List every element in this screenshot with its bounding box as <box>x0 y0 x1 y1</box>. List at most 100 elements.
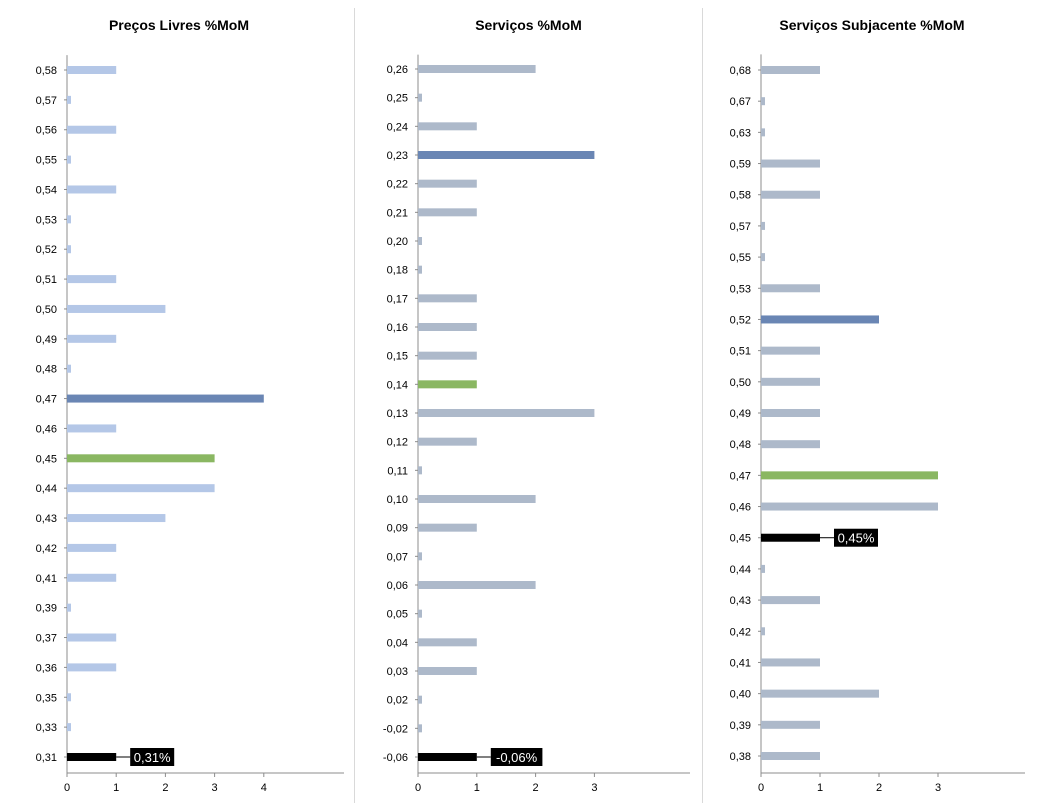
bar <box>418 581 536 589</box>
y-tick-label: 0,35 <box>36 692 57 704</box>
bar <box>418 638 477 647</box>
y-tick-label: 0,56 <box>36 125 57 137</box>
y-tick-label: 0,63 <box>730 127 751 139</box>
bar <box>67 125 117 134</box>
bar <box>418 237 422 245</box>
chart-title: Serviços Subjacente %MoM <box>779 17 964 33</box>
y-tick-label: 0,12 <box>387 437 408 449</box>
y-tick-label: 0,41 <box>730 657 751 669</box>
y-tick-label: 0,55 <box>36 155 57 167</box>
bar <box>761 315 879 324</box>
bar <box>67 514 166 523</box>
y-tick-label: -0,02 <box>383 723 408 735</box>
bar <box>761 159 820 168</box>
y-tick-label: 0,68 <box>730 65 751 77</box>
y-tick-label: 0,46 <box>36 423 57 435</box>
y-tick-label: 0,38 <box>730 751 751 763</box>
y-tick-label: 0,20 <box>387 236 408 248</box>
bar <box>67 304 166 313</box>
bar <box>761 409 820 417</box>
x-tick-label: 4 <box>261 782 267 794</box>
y-tick-label: 0,45 <box>36 453 57 465</box>
bar <box>67 543 117 552</box>
bar <box>761 346 820 355</box>
bar <box>67 603 71 612</box>
bar <box>761 97 765 106</box>
y-tick-label: 0,42 <box>730 626 751 638</box>
bar <box>761 533 820 542</box>
y-tick-label: 0,36 <box>36 662 57 674</box>
y-tick-label: 0,10 <box>387 494 408 506</box>
bar <box>418 151 595 159</box>
bar <box>418 93 422 102</box>
y-tick-label: 0,39 <box>730 720 751 732</box>
bar <box>67 245 71 254</box>
bar <box>418 122 477 131</box>
annotation-label: -0,06% <box>496 750 538 765</box>
bar <box>67 334 117 343</box>
bar <box>761 752 820 760</box>
bar <box>761 502 938 511</box>
bar <box>761 564 765 573</box>
bar <box>418 65 536 73</box>
bar <box>418 208 477 217</box>
y-tick-label: 0,21 <box>387 207 408 219</box>
bar <box>761 471 938 480</box>
y-tick-label: 0,59 <box>730 159 751 171</box>
y-tick-label: 0,57 <box>730 221 751 233</box>
annotation-label: 0,31% <box>134 750 171 765</box>
y-tick-label: 0,67 <box>730 96 751 108</box>
x-tick-label: 2 <box>533 782 539 794</box>
y-tick-label: 0,09 <box>387 523 408 535</box>
bar <box>67 275 117 284</box>
bar <box>418 323 477 331</box>
bar <box>67 454 215 463</box>
y-tick-label: 0,03 <box>387 666 408 678</box>
y-tick-label: 0,43 <box>730 595 751 607</box>
bar <box>418 294 477 303</box>
bar <box>418 724 422 733</box>
annotation-box <box>834 528 878 547</box>
bar <box>761 190 820 199</box>
bar <box>418 437 477 446</box>
y-tick-label: 0,42 <box>36 543 57 555</box>
x-tick-label: 0 <box>415 782 421 794</box>
bar <box>67 693 71 702</box>
bar <box>418 523 477 532</box>
x-tick-label: 1 <box>817 782 823 794</box>
bar <box>67 633 117 642</box>
panel-divider <box>354 8 355 803</box>
y-tick-label: 0,58 <box>36 65 57 77</box>
y-tick-label: 0,48 <box>730 439 751 451</box>
y-tick-label: 0,02 <box>387 695 408 707</box>
y-tick-label: 0,13 <box>387 408 408 420</box>
y-tick-label: 0,24 <box>387 121 408 133</box>
y-tick-label: 0,48 <box>36 364 57 376</box>
y-tick-label: 0,15 <box>387 351 408 363</box>
y-tick-label: 0,50 <box>36 304 57 316</box>
y-tick-label: 0,07 <box>387 551 408 563</box>
bar <box>761 221 765 230</box>
y-tick-label: 0,05 <box>387 609 408 621</box>
y-tick-label: 0,14 <box>387 379 408 391</box>
chart-title: Preços Livres %MoM <box>109 17 249 33</box>
y-tick-label: 0,33 <box>36 722 57 734</box>
bar <box>67 484 215 493</box>
y-tick-label: 0,45 <box>730 533 751 545</box>
x-tick-label: 1 <box>113 782 119 794</box>
y-tick-label: 0,51 <box>36 274 57 286</box>
x-tick-label: 3 <box>935 782 941 794</box>
bar <box>761 689 879 698</box>
y-tick-label: 0,04 <box>387 637 408 649</box>
bar <box>67 753 117 761</box>
y-tick-label: 0,39 <box>36 603 57 615</box>
y-tick-label: 0,52 <box>730 314 751 326</box>
bar <box>418 351 477 360</box>
x-tick-label: 0 <box>64 782 70 794</box>
y-tick-label: 0,53 <box>36 214 57 226</box>
x-tick-label: 2 <box>876 782 882 794</box>
y-tick-label: 0,23 <box>387 150 408 162</box>
x-tick-label: 3 <box>212 782 218 794</box>
y-tick-label: 0,11 <box>387 465 408 477</box>
